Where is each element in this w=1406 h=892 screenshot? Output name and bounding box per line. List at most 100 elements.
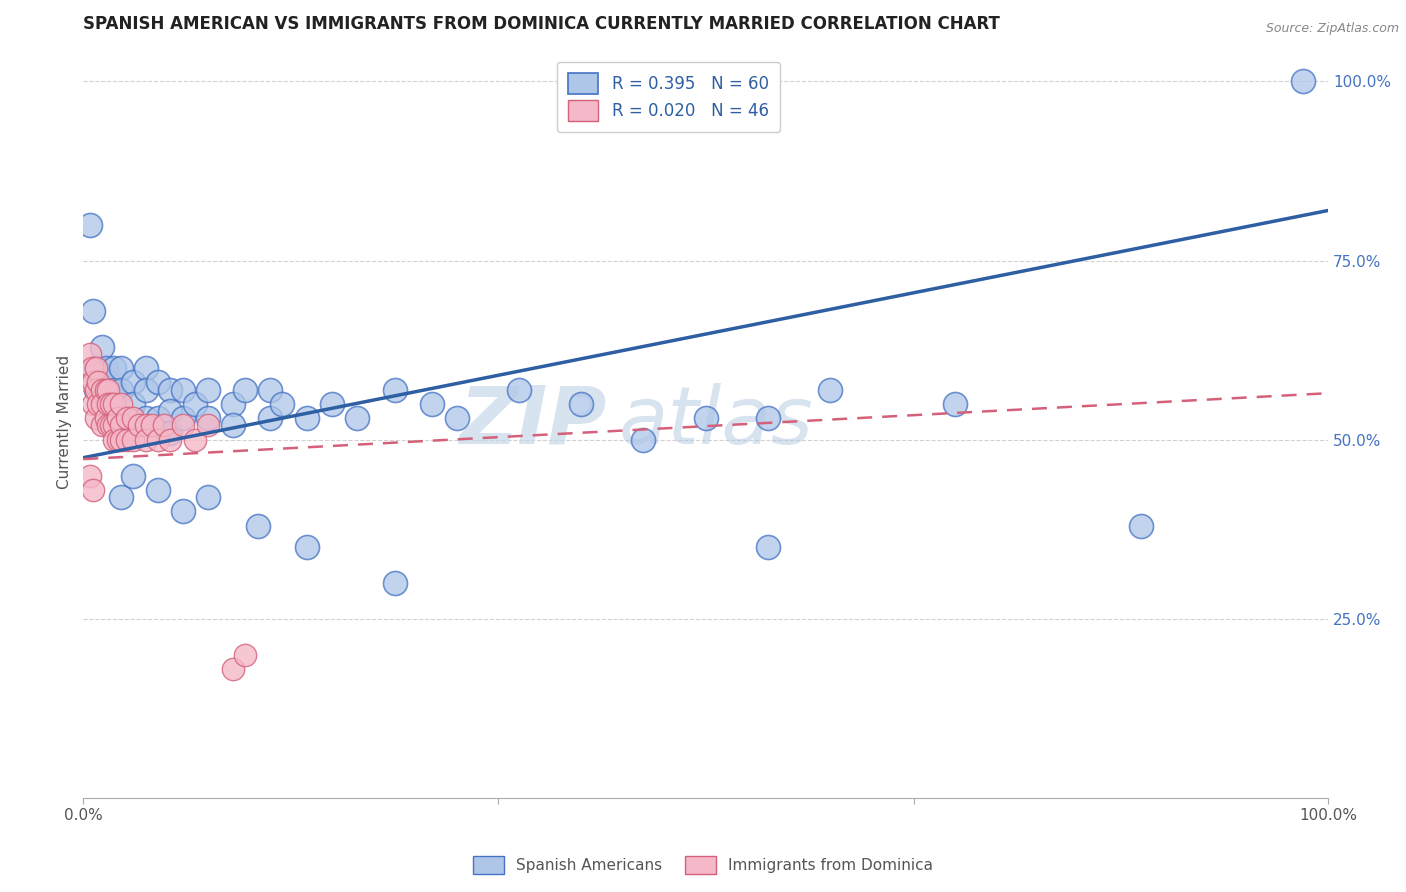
- Point: [153, 418, 176, 433]
- Point: [103, 361, 125, 376]
- Point: [84, 383, 107, 397]
- Point: [87, 376, 110, 390]
- Point: [146, 483, 169, 497]
- Point: [87, 397, 110, 411]
- Point: [97, 383, 120, 397]
- Point: [321, 397, 343, 411]
- Point: [384, 576, 406, 591]
- Point: [122, 411, 145, 425]
- Point: [103, 433, 125, 447]
- Point: [246, 518, 269, 533]
- Point: [84, 361, 107, 376]
- Point: [82, 376, 104, 390]
- Text: ZIP: ZIP: [458, 383, 606, 461]
- Point: [100, 418, 122, 433]
- Point: [1292, 74, 1315, 88]
- Legend: R = 0.395   N = 60, R = 0.020   N = 46: R = 0.395 N = 60, R = 0.020 N = 46: [557, 62, 780, 132]
- Point: [146, 376, 169, 390]
- Point: [97, 418, 120, 433]
- Point: [91, 397, 114, 411]
- Point: [82, 303, 104, 318]
- Point: [818, 383, 841, 397]
- Text: SPANISH AMERICAN VS IMMIGRANTS FROM DOMINICA CURRENTLY MARRIED CORRELATION CHART: SPANISH AMERICAN VS IMMIGRANTS FROM DOMI…: [83, 15, 1000, 33]
- Legend: Spanish Americans, Immigrants from Dominica: Spanish Americans, Immigrants from Domin…: [467, 850, 939, 880]
- Point: [110, 490, 132, 504]
- Point: [128, 418, 150, 433]
- Point: [221, 662, 243, 676]
- Point: [79, 376, 101, 390]
- Point: [297, 411, 319, 425]
- Point: [110, 383, 132, 397]
- Point: [110, 433, 132, 447]
- Point: [159, 433, 181, 447]
- Point: [184, 397, 207, 411]
- Point: [446, 411, 468, 425]
- Point: [146, 433, 169, 447]
- Point: [197, 383, 219, 397]
- Point: [135, 418, 157, 433]
- Point: [91, 383, 114, 397]
- Point: [420, 397, 443, 411]
- Point: [110, 411, 132, 425]
- Point: [91, 376, 114, 390]
- Point: [197, 411, 219, 425]
- Point: [221, 397, 243, 411]
- Point: [94, 383, 117, 397]
- Point: [943, 397, 966, 411]
- Point: [79, 218, 101, 232]
- Point: [172, 504, 194, 518]
- Point: [695, 411, 717, 425]
- Point: [271, 397, 294, 411]
- Point: [91, 340, 114, 354]
- Point: [756, 411, 779, 425]
- Point: [79, 468, 101, 483]
- Point: [115, 411, 138, 425]
- Point: [82, 397, 104, 411]
- Point: [110, 397, 132, 411]
- Point: [508, 383, 530, 397]
- Point: [197, 490, 219, 504]
- Text: atlas: atlas: [619, 383, 813, 461]
- Point: [259, 383, 281, 397]
- Point: [100, 397, 122, 411]
- Point: [159, 383, 181, 397]
- Point: [103, 397, 125, 411]
- Point: [297, 541, 319, 555]
- Point: [103, 411, 125, 425]
- Point: [110, 361, 132, 376]
- Point: [84, 361, 107, 376]
- Point: [346, 411, 368, 425]
- Point: [259, 411, 281, 425]
- Point: [135, 383, 157, 397]
- Point: [94, 411, 117, 425]
- Text: Source: ZipAtlas.com: Source: ZipAtlas.com: [1265, 22, 1399, 36]
- Point: [122, 468, 145, 483]
- Point: [94, 361, 117, 376]
- Point: [569, 397, 592, 411]
- Point: [172, 418, 194, 433]
- Point: [146, 411, 169, 425]
- Point: [115, 433, 138, 447]
- Point: [172, 411, 194, 425]
- Point: [97, 376, 120, 390]
- Point: [110, 418, 132, 433]
- Point: [756, 541, 779, 555]
- Point: [79, 347, 101, 361]
- Point: [84, 383, 107, 397]
- Point: [107, 411, 129, 425]
- Point: [141, 418, 163, 433]
- Point: [84, 411, 107, 425]
- Point: [159, 425, 181, 440]
- Y-axis label: Currently Married: Currently Married: [58, 355, 72, 489]
- Point: [159, 404, 181, 418]
- Point: [135, 361, 157, 376]
- Point: [97, 397, 120, 411]
- Point: [122, 433, 145, 447]
- Point: [221, 418, 243, 433]
- Point: [135, 433, 157, 447]
- Point: [184, 433, 207, 447]
- Point: [122, 397, 145, 411]
- Point: [80, 361, 103, 376]
- Point: [122, 376, 145, 390]
- Point: [197, 418, 219, 433]
